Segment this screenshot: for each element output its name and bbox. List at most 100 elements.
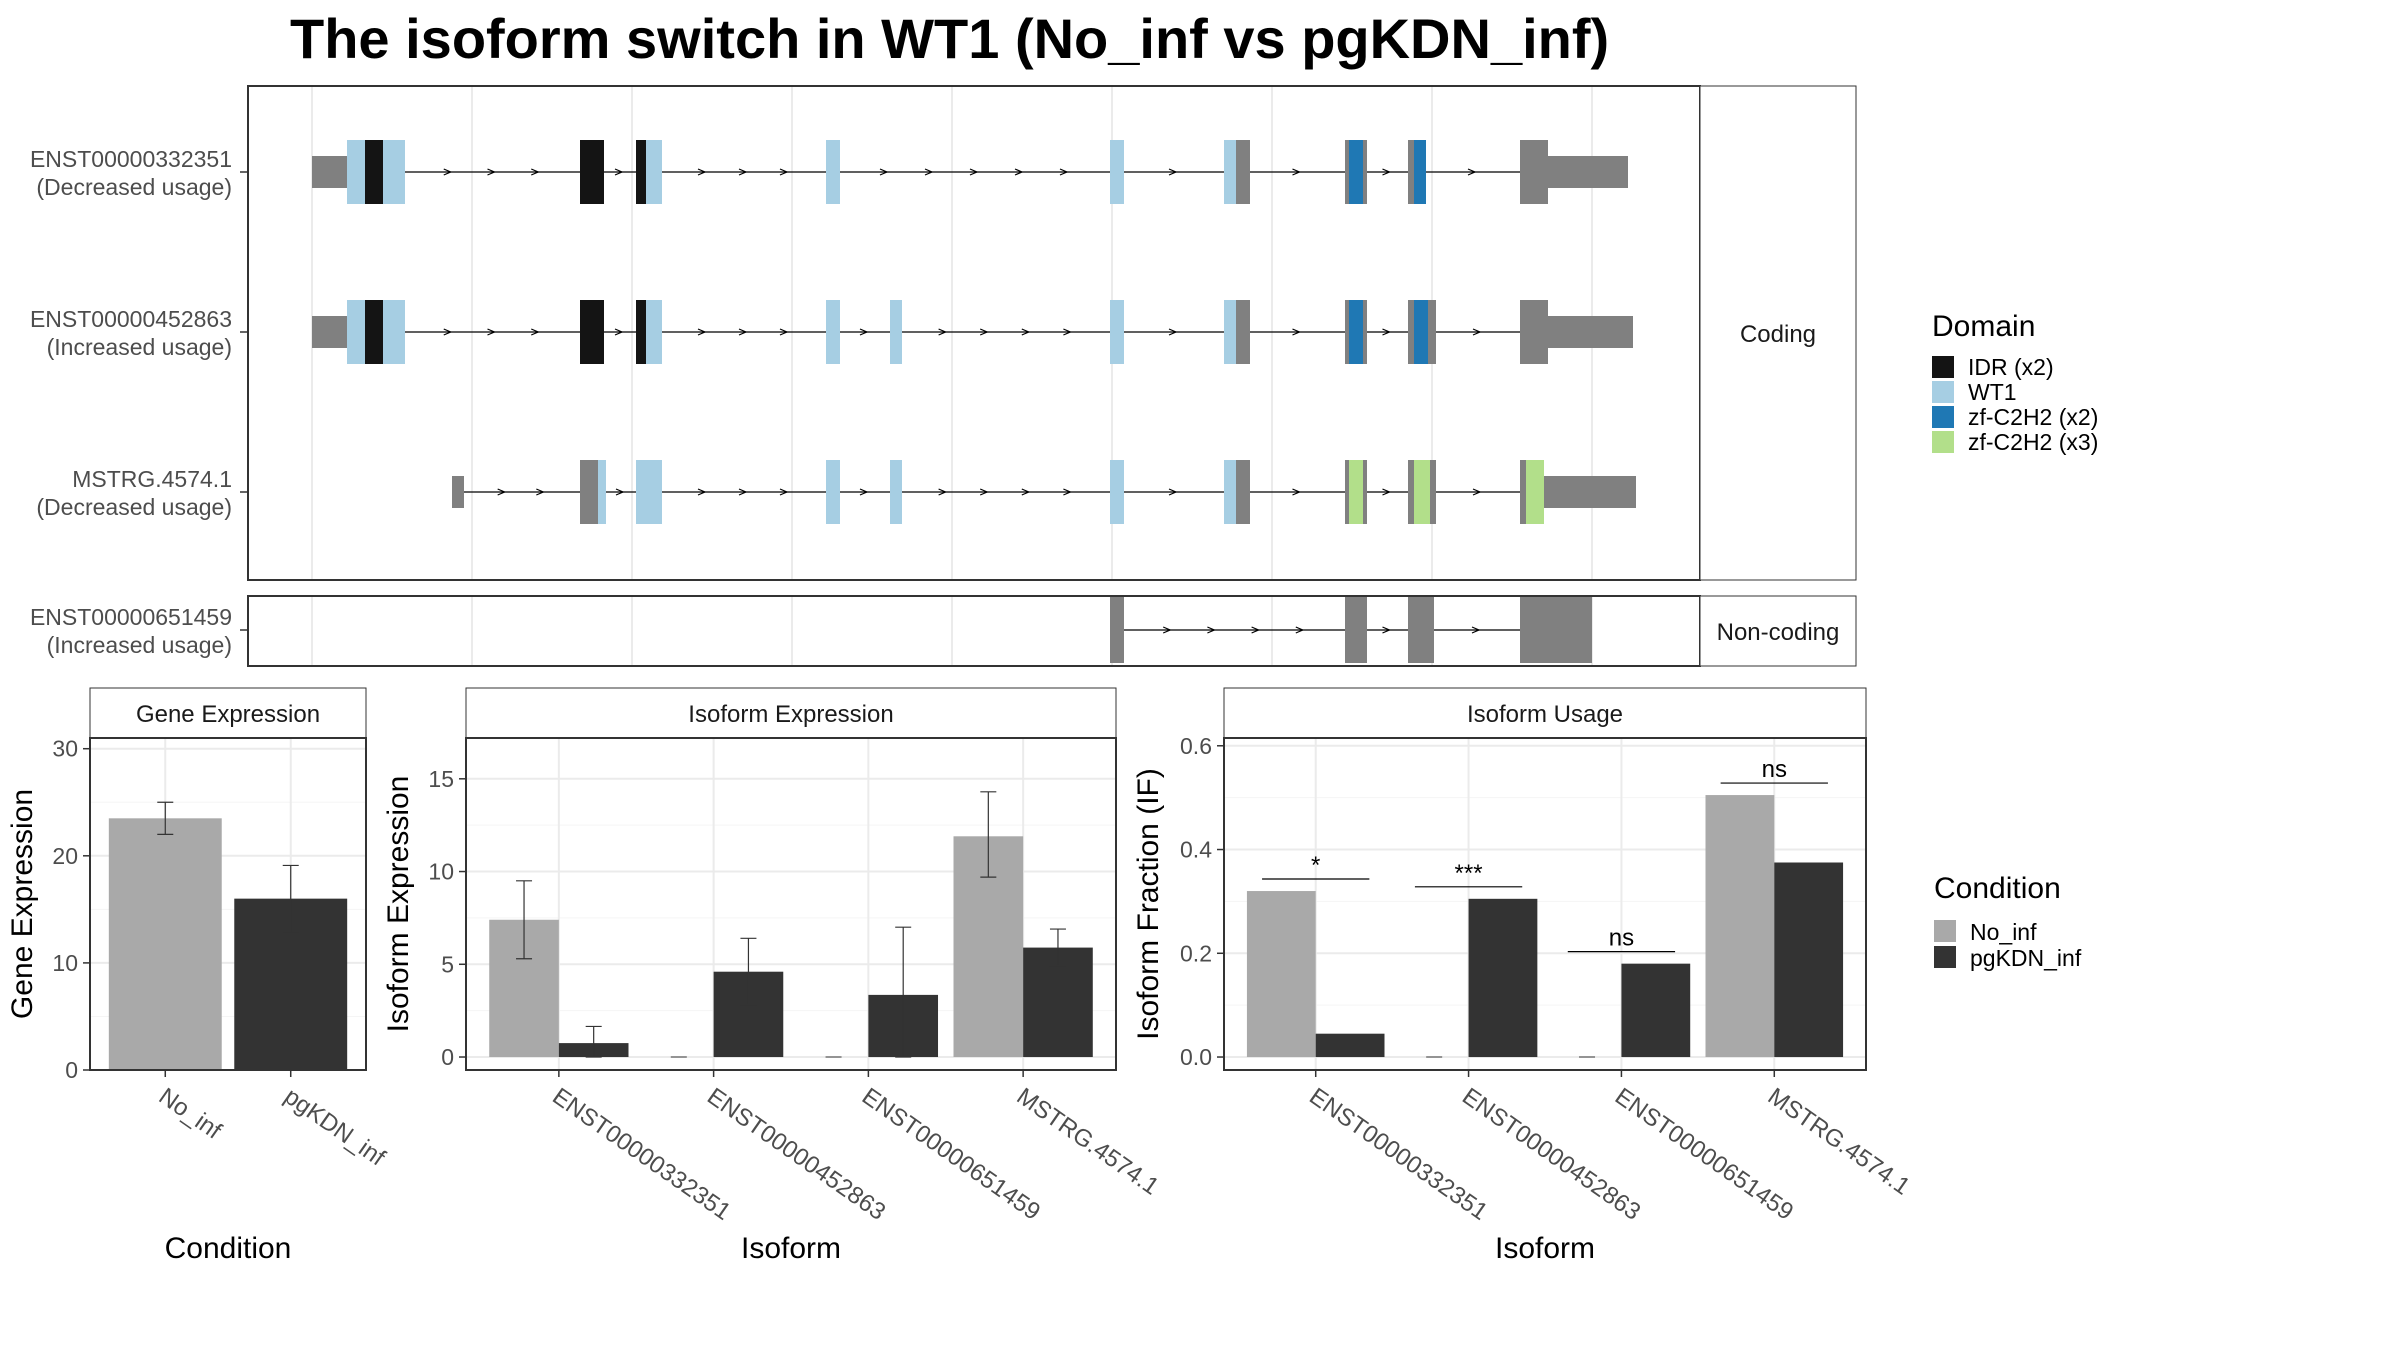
direction-arrow (697, 488, 707, 496)
exon-segment (1236, 300, 1250, 364)
exon-segment (580, 300, 604, 364)
panel-strip (89, 687, 367, 739)
direction-arrow (615, 488, 625, 496)
exon-segment (1414, 140, 1426, 204)
exon-segment (1363, 140, 1367, 204)
plot-border (89, 737, 367, 1071)
exon-segment (1408, 460, 1414, 524)
bar (1246, 891, 1316, 1058)
domain-legend-title: Domain (1932, 310, 2035, 343)
direction-arrow (443, 168, 453, 176)
transcript-usage-label: (Increased usage) (47, 632, 232, 658)
exon-segment (1363, 300, 1367, 364)
direction-arrow (531, 168, 540, 176)
utr-segment (1544, 476, 1636, 508)
exon-segment (1349, 460, 1363, 524)
exon-segment (826, 140, 840, 204)
exon-segment (636, 300, 646, 364)
exon-segment (1345, 597, 1367, 663)
transcript-usage-label: (Decreased usage) (36, 494, 232, 520)
transcript-id-label: ENST00000452863 (30, 306, 232, 332)
bar (108, 818, 222, 1070)
exon-segment (890, 460, 902, 524)
exon-segment (646, 140, 662, 204)
exon-segment (1345, 140, 1349, 204)
direction-arrow (1382, 168, 1392, 176)
direction-arrow (1014, 168, 1024, 176)
domain-legend-key (1932, 431, 1954, 453)
exon-segment (1224, 300, 1236, 364)
direction-arrow (1292, 168, 1302, 176)
direction-arrow (1168, 328, 1178, 336)
direction-arrow (1168, 488, 1178, 496)
x-tick-label: MSTRG.4574.1 (1012, 1083, 1164, 1201)
domain-legend-label: WT1 (1968, 379, 2017, 405)
exon-segment (1110, 597, 1124, 663)
direction-arrow (443, 328, 453, 336)
direction-arrow (938, 328, 948, 336)
transcript-usage-label: (Increased usage) (47, 334, 232, 360)
exon-segment (1408, 597, 1434, 663)
plot-border (1223, 737, 1867, 1071)
exon-segment (1414, 300, 1428, 364)
condition-legend-key (1934, 920, 1956, 942)
exon-segment (1224, 460, 1236, 524)
direction-arrow (1168, 168, 1178, 176)
exon-segment (347, 140, 365, 204)
exon-segment (1526, 460, 1544, 524)
direction-arrow (531, 328, 540, 336)
y-tick-label: 10 (428, 859, 454, 885)
transcript-id-label: MSTRG.4574.1 (72, 466, 232, 492)
direction-arrow (1059, 168, 1069, 176)
direction-arrow (738, 328, 748, 336)
exon-segment (1236, 460, 1250, 524)
direction-arrow (879, 168, 889, 176)
exon-segment (1428, 300, 1436, 364)
direction-arrow (1472, 328, 1482, 336)
exon-segment (1414, 460, 1430, 524)
exon-segment (580, 140, 604, 204)
panel-strip-label: Isoform Usage (1467, 701, 1623, 728)
transcript-id-label: ENST00000332351 (30, 146, 232, 172)
exon-segment (890, 300, 902, 364)
transcript-usage-label: (Decreased usage) (36, 174, 232, 200)
direction-arrow (738, 488, 748, 496)
direction-arrow (979, 488, 989, 496)
direction-arrow (1467, 168, 1477, 176)
direction-arrow (497, 488, 507, 496)
direction-arrow (1382, 626, 1392, 634)
utr-segment (1548, 156, 1628, 188)
utr-segment (312, 316, 347, 348)
y-tick-label: 0.6 (1180, 733, 1212, 759)
exon-segment (1363, 460, 1367, 524)
direction-arrow (779, 168, 789, 176)
significance-label: * (1311, 852, 1320, 879)
direction-arrow (536, 488, 545, 496)
y-axis-title: Isoform Expression (382, 776, 415, 1033)
exon-segment (1345, 300, 1349, 364)
exon-segment (1236, 140, 1250, 204)
direction-arrow (969, 168, 979, 176)
isoform-usage-chart: Isoform Usage* ***nsns0.00.20.40.6ENST000… (1132, 687, 1915, 1265)
direction-arrow (779, 488, 789, 496)
y-tick-label: 20 (52, 843, 78, 869)
condition-legend-title: Condition (1934, 872, 2061, 905)
x-axis-title: Isoform (1495, 1232, 1595, 1265)
direction-arrow (1382, 488, 1392, 496)
direction-arrow (487, 328, 497, 336)
exon-segment (636, 140, 646, 204)
panel-strip-label: Isoform Expression (688, 701, 893, 728)
panel-strip (1223, 687, 1867, 739)
plot-border (465, 737, 1117, 1071)
direction-arrow (924, 168, 934, 176)
domain-legend-label: IDR (x2) (1968, 354, 2054, 380)
panel-strip (465, 687, 1117, 739)
direction-arrow (614, 168, 624, 176)
direction-arrow (1472, 488, 1482, 496)
bar (1774, 862, 1844, 1058)
direction-arrow (614, 328, 624, 336)
exon-segment (1520, 300, 1548, 364)
direction-arrow (979, 328, 989, 336)
exon-segment (1110, 460, 1124, 524)
utr-segment (1548, 316, 1633, 348)
